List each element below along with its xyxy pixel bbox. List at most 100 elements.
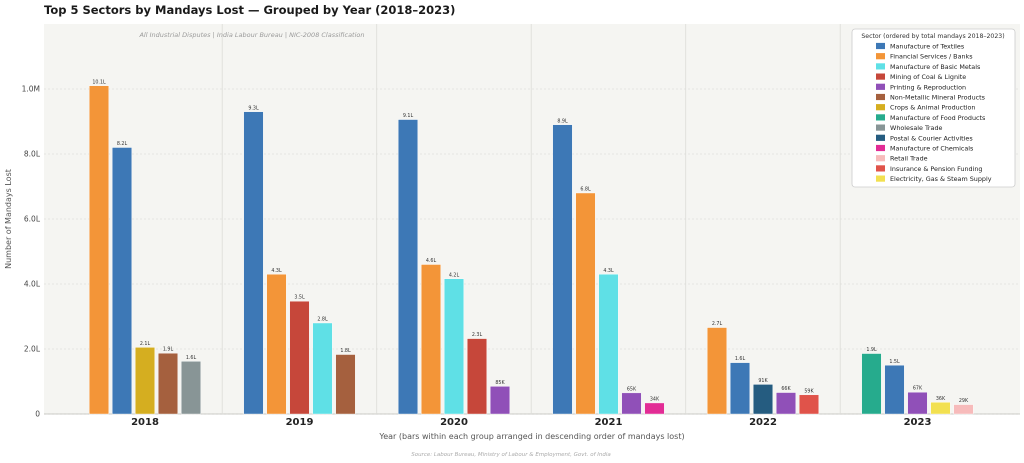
bar-value-label: 2.8L <box>317 317 328 323</box>
bar-value-label: 1.8L <box>340 348 351 354</box>
legend-swatch <box>876 63 885 70</box>
bar <box>467 338 487 415</box>
bar-value-label: 1.9L <box>163 347 174 353</box>
x-tick-label: 2019 <box>286 417 314 428</box>
y-tick-label: 4.0L <box>24 280 41 289</box>
bars: 10.1L 8.2L 2.1L 1.9L 1.6L 9.3L 4.3L 3.5L 2.8L 1.8… <box>89 79 974 415</box>
legend-label: Manufacture of Basic Metals <box>890 63 981 71</box>
bar <box>243 111 264 415</box>
bar <box>953 404 974 415</box>
bar-value-label: 36K <box>936 396 946 402</box>
legend-label: Manufacture of Food Products <box>890 114 986 122</box>
bar <box>112 147 132 415</box>
legend-label: Postal & Courier Activities <box>890 134 973 142</box>
y-tick-label: 2.0L <box>24 345 41 354</box>
legend-swatch <box>876 53 885 60</box>
bar-value-label: 34K <box>650 396 660 402</box>
legend-label: Insurance & Pension Funding <box>890 165 982 173</box>
legend-label: Non-Metallic Mineral Products <box>890 94 986 102</box>
x-tick-label: 2021 <box>595 417 623 428</box>
bar <box>861 353 882 415</box>
x-tick-label: 2023 <box>904 417 932 428</box>
x-axis-label: Year (bars within each group arranged in… <box>378 432 684 441</box>
source-note: Source: Labour Bureau, Ministry of Labou… <box>411 452 611 458</box>
bar <box>621 392 642 415</box>
bar-value-label: 9.1L <box>403 113 414 119</box>
bar-value-label: 4.2L <box>449 272 460 278</box>
bar-value-label: 85K <box>495 380 505 386</box>
y-tick-label: 0 <box>35 410 40 419</box>
legend-swatch <box>876 134 885 141</box>
bar <box>421 264 441 415</box>
bar-value-label: 8.9L <box>557 118 568 124</box>
bar-value-label: 6.8L <box>580 187 591 193</box>
bar <box>312 322 333 415</box>
legend-label: Electricity, Gas & Steam Supply <box>890 175 992 183</box>
bar <box>158 353 178 415</box>
bar <box>398 119 418 415</box>
bar <box>335 354 356 415</box>
bar <box>490 386 510 415</box>
x-axis-categories: 2018 2019 2020 2021 2022 2023 <box>131 417 931 428</box>
legend-label: Retail Trade <box>890 155 928 163</box>
legend-title: Sector (ordered by total mandays 2018–20… <box>861 33 1004 40</box>
bar <box>907 392 928 415</box>
bar <box>135 347 155 415</box>
bar <box>89 85 109 415</box>
legend-swatch <box>876 83 885 90</box>
y-axis-ticks: 0 2.0L 4.0L 6.0L 8.0L 1.0M <box>22 85 41 419</box>
legend-swatch <box>876 175 885 182</box>
bar-value-label: 8.2L <box>117 141 128 147</box>
bar-value-label: 67K <box>913 386 923 392</box>
bar-value-label: 59K <box>804 388 814 394</box>
bar <box>552 124 573 415</box>
legend-swatch <box>876 73 885 80</box>
legend-swatch <box>876 104 885 111</box>
legend-items: Manufacture of Textiles Financial Service… <box>876 42 992 183</box>
bar-value-label: 1.9L <box>866 347 877 353</box>
legend-swatch <box>876 42 885 50</box>
bar-value-label: 4.3L <box>603 268 614 274</box>
legend-swatch <box>876 114 885 121</box>
bar-value-label: 29K <box>959 398 969 404</box>
chart-title: Top 5 Sectors by Mandays Lost — Grouped … <box>44 3 455 17</box>
y-tick-label: 1.0M <box>22 85 40 94</box>
legend-label: Crops & Animal Production <box>890 104 975 112</box>
legend-label: Manufacture of Chemicals <box>890 145 974 153</box>
bar <box>884 365 905 415</box>
bar-value-label: 4.3L <box>271 268 282 274</box>
bar-value-label: 4.6L <box>426 258 437 264</box>
bar <box>181 361 201 415</box>
legend-label: Mining of Coal & Lignite <box>890 73 966 81</box>
legend-label: Financial Services / Banks <box>890 53 973 61</box>
legend-swatch <box>876 155 885 162</box>
bar <box>930 402 951 415</box>
x-tick-label: 2018 <box>131 417 159 428</box>
bar <box>644 402 665 415</box>
bar <box>753 384 773 415</box>
bar <box>289 301 310 415</box>
bar-value-label: 2.1L <box>140 341 151 347</box>
legend-swatch <box>876 93 885 101</box>
group-separators <box>221 24 841 414</box>
chart-subtitle: All Industrial Disputes | India Labour B… <box>138 31 364 39</box>
y-axis-label: Number of Mandays Lost <box>4 169 13 269</box>
bar-value-label: 65K <box>627 386 637 392</box>
bar <box>575 192 596 415</box>
legend-label: Manufacture of Textiles <box>890 43 965 51</box>
bar-value-label: 2.7L <box>712 321 723 327</box>
bar-value-label: 10.1L <box>92 79 106 85</box>
bar-value-label: 3.5L <box>294 295 305 301</box>
bar <box>799 394 819 415</box>
y-tick-label: 6.0L <box>24 215 41 224</box>
legend-swatch <box>876 124 885 131</box>
bar <box>730 362 750 415</box>
bar-value-label: 2.3L <box>472 332 483 338</box>
y-tick-label: 8.0L <box>24 150 41 159</box>
x-tick-label: 2020 <box>440 417 468 428</box>
bar-value-label: 1.6L <box>186 355 197 361</box>
x-tick-label: 2022 <box>749 417 777 428</box>
legend-label: Printing & Reproduction <box>890 83 966 91</box>
legend-swatch <box>876 165 885 172</box>
